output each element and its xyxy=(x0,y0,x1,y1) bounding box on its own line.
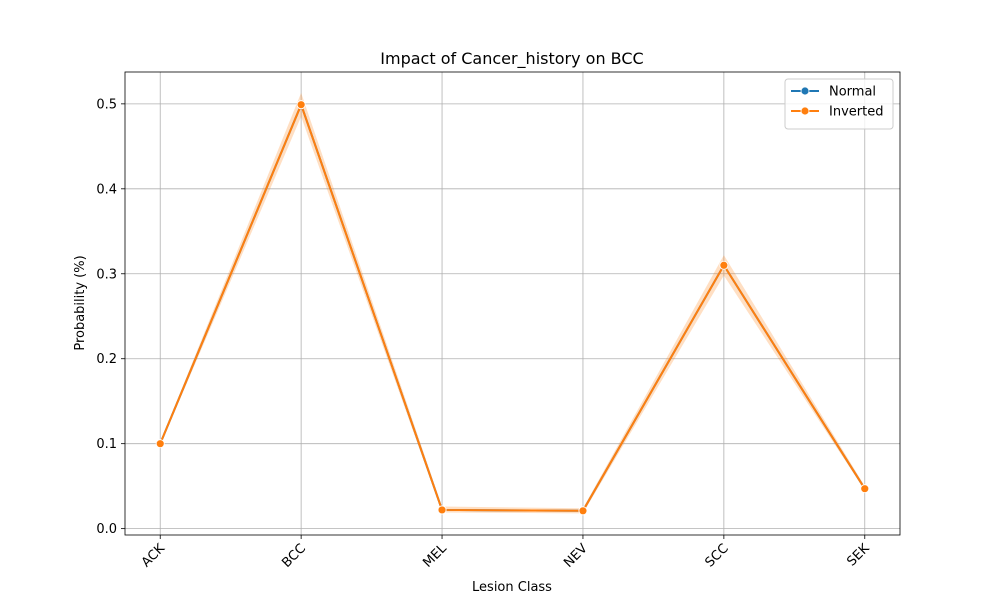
x-tick-label: NEV xyxy=(561,541,591,571)
y-tick-label: 0.2 xyxy=(96,352,117,367)
x-tick-label: SEK xyxy=(844,541,873,570)
y-tick-label: 0.4 xyxy=(96,182,117,197)
data-point xyxy=(860,484,870,494)
series-line xyxy=(159,101,866,512)
legend-label: Normal xyxy=(829,85,876,100)
y-axis-title: Probability (%) xyxy=(73,255,88,350)
grid xyxy=(125,72,900,535)
series-line xyxy=(159,101,866,512)
data-point xyxy=(155,439,165,449)
x-tick-labels: ACK BCC MEL NEV SCC SEK xyxy=(139,535,873,571)
data-point xyxy=(296,100,306,110)
y-tick-label: 0.0 xyxy=(96,522,117,537)
confidence-bands xyxy=(160,92,865,514)
x-tick-label: ACK xyxy=(139,541,169,571)
x-tick-label: MEL xyxy=(420,541,450,571)
y-tick-label: 0.1 xyxy=(96,437,117,452)
x-tick-label: SCC xyxy=(702,541,731,570)
series-lines xyxy=(159,101,866,512)
y-tick-label: 0.5 xyxy=(96,97,117,112)
legend: Normal Inverted xyxy=(784,78,894,130)
data-point xyxy=(719,260,729,270)
y-tick-label: 0.3 xyxy=(96,267,117,282)
y-tick-labels: 0.0 0.1 0.2 0.3 0.4 0.5 xyxy=(96,97,125,537)
legend-label: Inverted xyxy=(829,105,883,120)
axes xyxy=(124,71,901,536)
x-axis-title: Lesion Class xyxy=(472,580,552,595)
data-point xyxy=(578,506,588,516)
series-markers xyxy=(155,100,870,516)
confidence-band xyxy=(160,92,865,514)
x-tick-label: BCC xyxy=(279,541,309,571)
legend-marker xyxy=(800,86,810,96)
legend-marker xyxy=(800,106,810,116)
plot-frame xyxy=(124,71,901,536)
chart-title: Impact of Cancer_history on BCC xyxy=(380,49,643,69)
data-point xyxy=(437,505,447,515)
